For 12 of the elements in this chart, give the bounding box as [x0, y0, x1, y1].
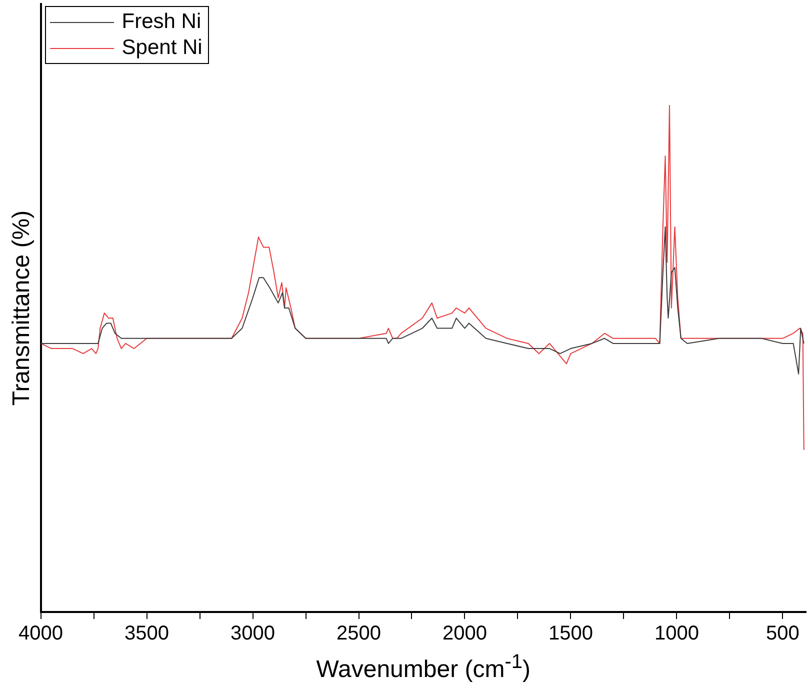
legend-label: Spent Ni: [122, 35, 202, 61]
x-axis-title: Wavenumber (cm$^{-1}$): [315, 651, 532, 684]
x-tick-label: 3500: [124, 622, 170, 645]
y-axis-title: Transmittance (%): [8, 210, 36, 406]
x-tick-label: 3000: [230, 622, 276, 645]
legend-label: Fresh Ni: [122, 9, 202, 35]
x-tick-label: 500: [766, 622, 800, 645]
x-tick-label: 2000: [442, 622, 487, 645]
x-tick-label: 4000: [18, 622, 64, 645]
x-tick-label: 2500: [336, 622, 381, 645]
x-tick-label: 1500: [548, 622, 593, 645]
x-tick-label: 1000: [654, 622, 699, 645]
